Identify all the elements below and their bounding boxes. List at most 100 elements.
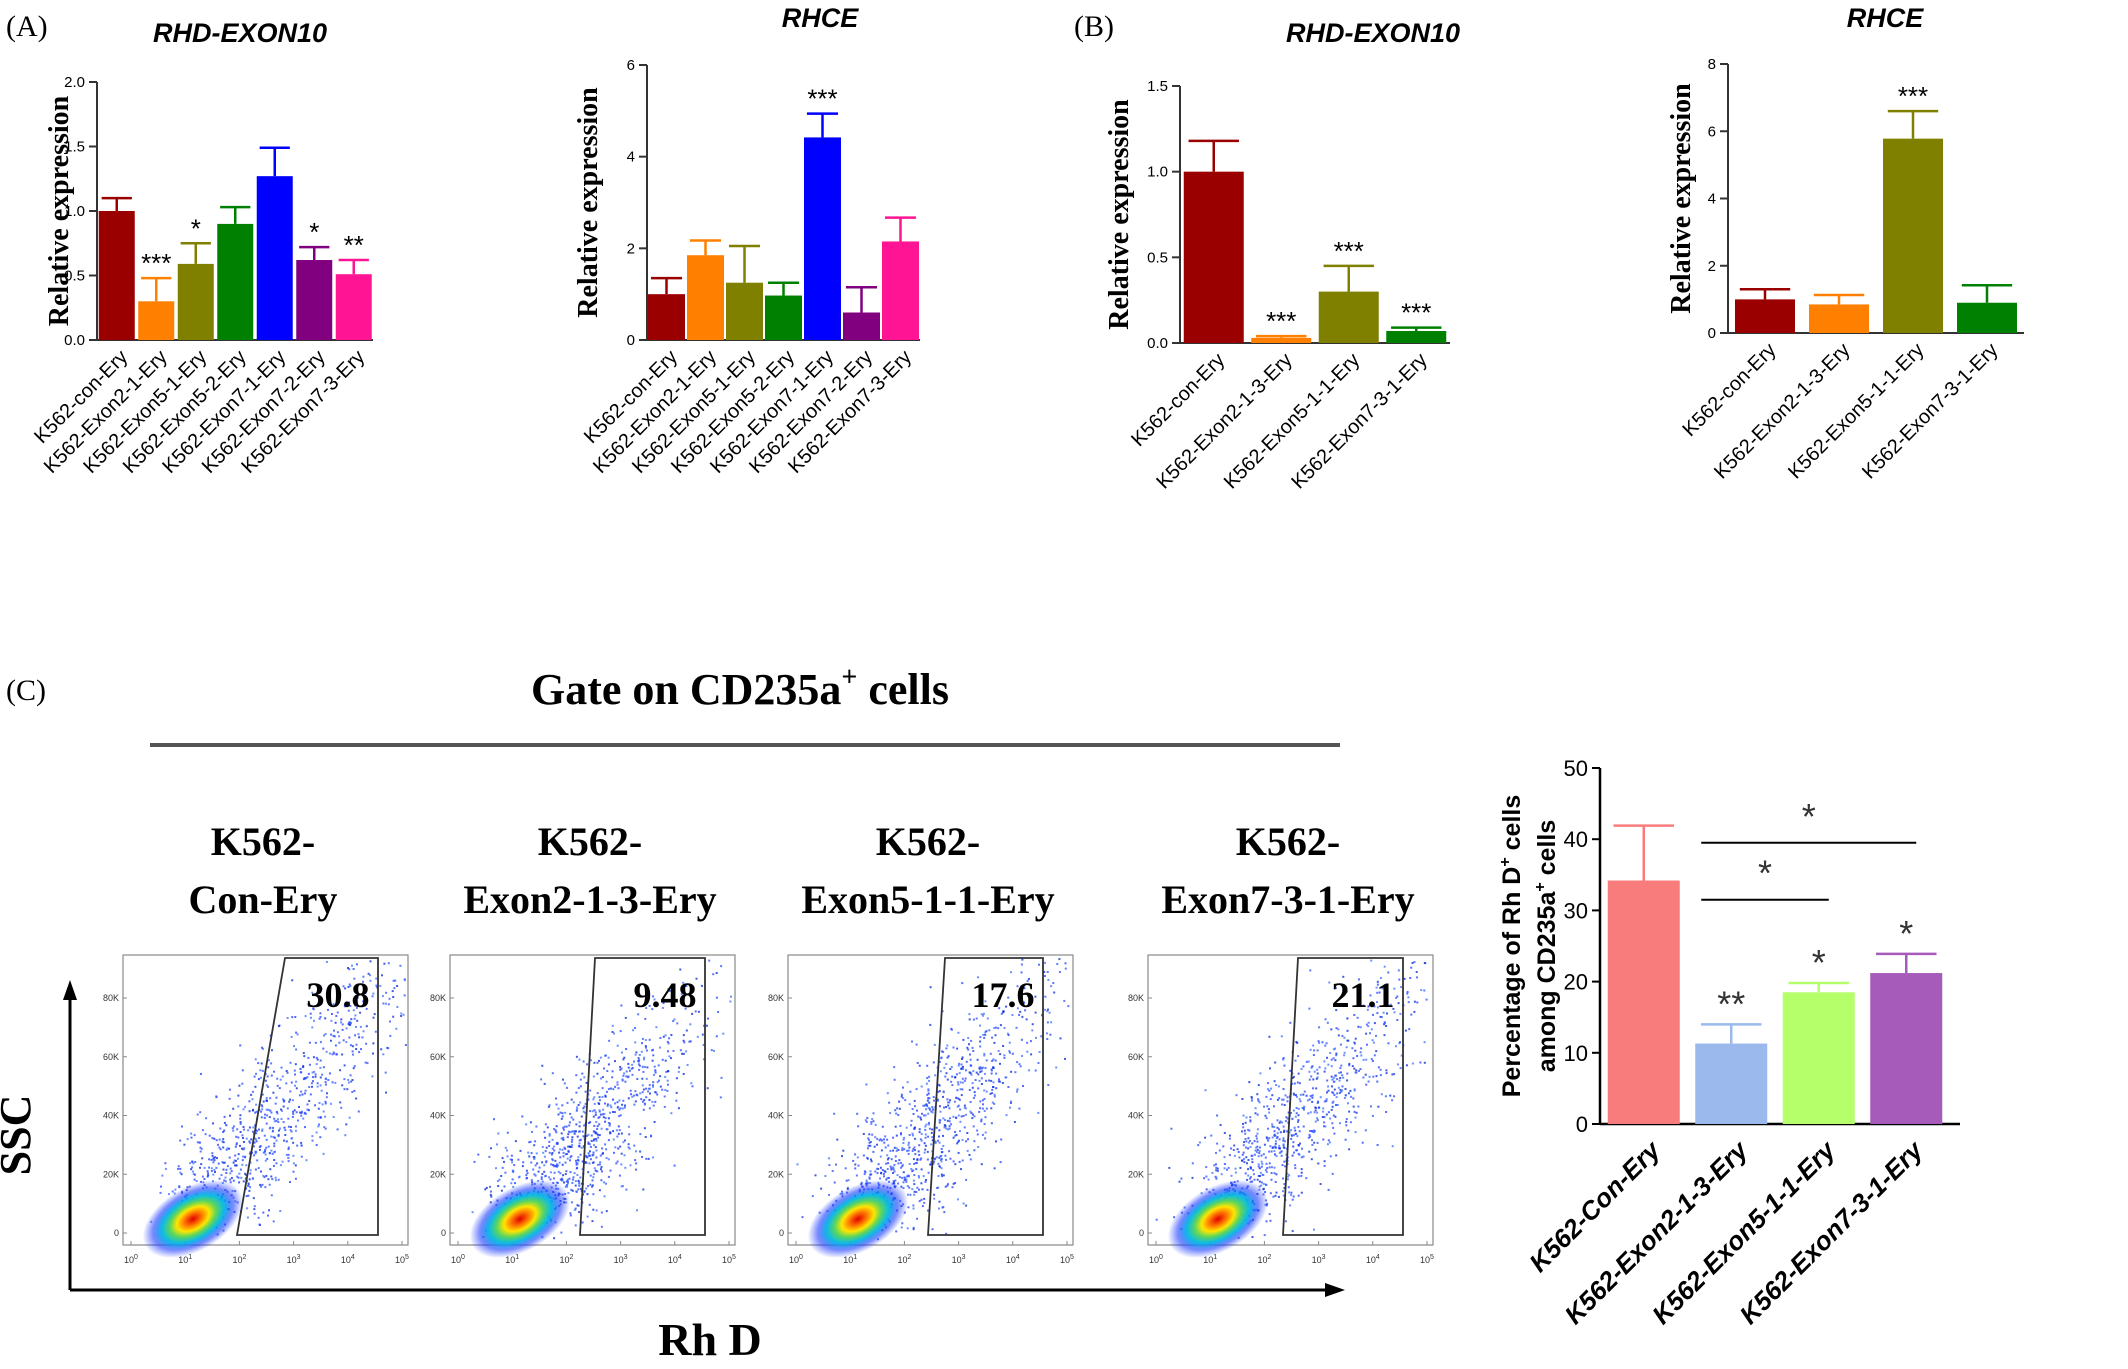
flow-dot [589,1158,592,1161]
flow-dot [1293,1126,1296,1129]
flow-dot [940,1056,943,1059]
flow-dot [1058,958,1061,961]
flow-panel-title-line1: K562- [876,819,980,864]
flow-dot [981,1107,984,1110]
flow-dot [1332,1048,1335,1051]
flow-dot [1413,1000,1416,1003]
flow-dot [283,1099,286,1102]
flow-dot [223,1129,226,1132]
flow-dot [1241,1130,1243,1133]
flow-x-tick-label: 102 [232,1254,246,1265]
flow-dot [1303,1105,1306,1108]
flow-dot [965,1140,968,1143]
flow-dot [210,1167,213,1170]
flow-dot [941,1151,944,1153]
flow-dot [1291,1134,1293,1137]
flow-dot [648,1004,651,1007]
flow-dot [1260,1160,1263,1163]
flow-dot [1306,1099,1309,1102]
flow-dot [679,1049,682,1052]
flow-dot [249,1186,252,1189]
flow-dot [614,1060,616,1063]
flow-dot [1247,1168,1250,1171]
flow-dot [273,1136,276,1139]
flow-dot [609,1111,611,1114]
flow-dot [1336,1104,1339,1106]
flow-dot [579,1138,582,1141]
flow-dot [587,1141,590,1144]
flow-gate-percentage: 17.6 [972,975,1035,1015]
flow-dot [980,1013,983,1016]
flow-dot [564,1147,567,1150]
flow-dot [1383,1034,1386,1037]
flow-y-tick-label: 60K [430,1052,446,1062]
flow-dot [587,1152,590,1155]
flow-dot [396,985,399,987]
flow-dot [1279,1120,1282,1123]
flow-dot [964,1107,967,1110]
flow-dot [604,1120,607,1123]
flow-dot [379,984,382,987]
flow-dot [1315,1077,1318,1080]
flow-dot [545,1160,548,1163]
flow-dot [1260,1181,1263,1184]
flow-dot [998,1007,1001,1010]
flow-dot [349,984,352,987]
flow-dot [887,1176,890,1179]
flow-dot [232,1129,235,1132]
flow-dot [985,1030,988,1033]
flow-dot [924,1114,927,1117]
flow-x-tick-label: 103 [287,1254,301,1265]
flow-dot [1330,1108,1333,1111]
flow-dot [1413,1010,1416,1013]
flow-dot [1295,1095,1298,1098]
flow-dot [909,1090,912,1093]
flow-dot [1351,1047,1354,1050]
flow-dot [956,1142,959,1145]
flow-dot [1352,1105,1355,1108]
flow-dot [855,1174,858,1177]
flow-dot [623,1072,626,1075]
flow-dot [564,1153,567,1156]
flow-dot [948,1101,951,1104]
flow-dot [619,1068,622,1071]
flow-dot [1007,1086,1010,1088]
flow-dot [913,1174,916,1176]
flow-dot [351,1045,354,1048]
flow-density-core [1167,1179,1269,1259]
flow-dot [1423,1061,1426,1064]
flow-dot [573,1208,576,1211]
flow-dot [912,1179,915,1182]
flow-dot [1385,1005,1388,1008]
flow-dot [906,1175,909,1178]
flow-dot [389,1034,392,1037]
flow-dot [1274,1061,1277,1064]
flow-dot [308,1100,311,1102]
flow-dot [1316,1102,1319,1104]
flow-dot [243,1141,245,1143]
flow-dot [1295,1132,1298,1135]
flow-dot [974,1079,977,1081]
flow-dot [1371,1060,1374,1063]
flow-dot [587,1171,590,1174]
flow-dot [311,1026,314,1029]
y-axis-label: Relative expression [44,95,75,326]
flow-dot [1400,986,1403,988]
flow-dot [584,1111,587,1114]
flow-dot [509,1158,512,1161]
flow-dot [1305,1177,1308,1180]
flow-dot [979,1040,982,1043]
flow-dot [922,1104,925,1107]
flow-dot [933,1193,936,1196]
flow-dot [254,1085,257,1088]
flow-dot [681,1052,684,1055]
flow-dot [578,1121,581,1124]
flow-dot [1323,1164,1326,1167]
flow-dot [1359,1026,1362,1029]
flow-dot [924,1125,927,1128]
flow-dot [1326,1143,1329,1146]
flow-dot [347,1009,350,1012]
flow-dot [1316,1072,1319,1075]
flow-dot [262,1047,264,1050]
flow-dot [325,961,328,963]
